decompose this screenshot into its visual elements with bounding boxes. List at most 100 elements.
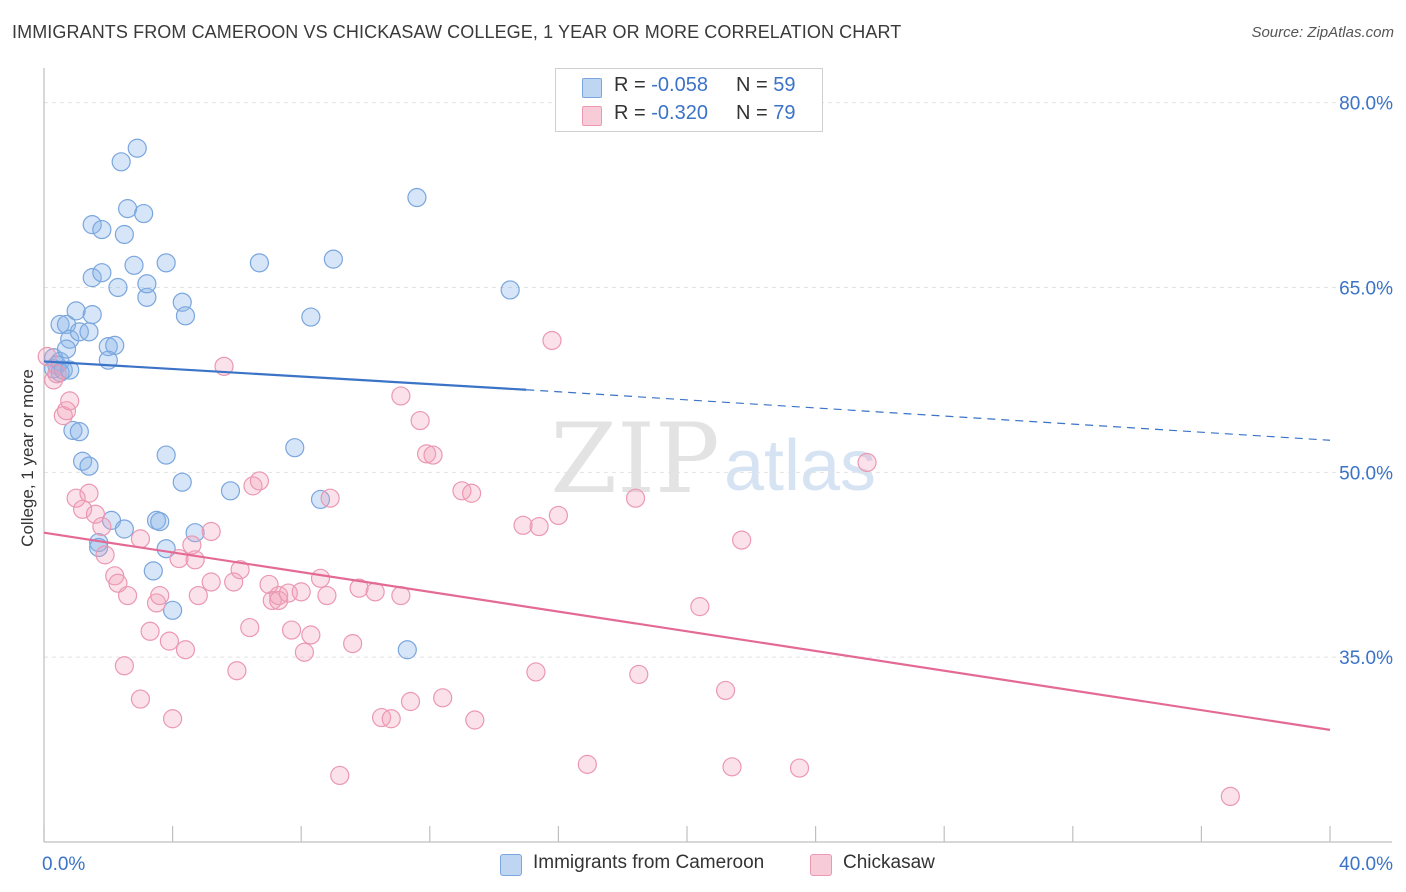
point-cameroon [156,445,176,465]
point-chickasaw [1220,786,1240,807]
bottom-legend-swatch-chickasaw [810,854,832,876]
point-cameroon [82,304,102,325]
point-chickasaw [175,640,196,660]
point-cameroon [82,268,102,288]
point-cameroon [175,306,196,326]
legend-n-text: N = 59 [736,74,796,96]
point-chickasaw [410,410,430,431]
point-chickasaw [371,707,392,728]
point-cameroon [397,640,417,660]
legend-n-text: N = 79 [736,102,796,124]
point-chickasaw [461,483,482,503]
point-chickasaw [294,642,315,662]
point-chickasaw [185,550,205,570]
point-chickasaw [60,391,80,411]
point-cameroon [249,253,270,273]
bottom-legend-label-cameroon: Immigrants from Cameroon [533,852,765,873]
point-cameroon [79,322,99,342]
point-cameroon [60,360,80,380]
point-cameroon [98,337,118,357]
point-cameroon [114,224,134,245]
bottom-legend-label-chickasaw: Chickasaw [843,852,935,873]
trendline-chickasaw [43,531,1331,731]
point-chickasaw [542,330,562,351]
point-cameroon [407,187,427,208]
legend-swatch-cameroon [582,78,602,98]
point-chickasaw [349,578,369,598]
point-chickasaw [243,476,263,496]
point-chickasaw [317,585,337,606]
point-cameroon [220,481,241,501]
point-chickasaw [301,625,321,645]
point-cameroon [500,280,520,300]
watermark-atlas: atlas [724,426,876,506]
point-chickasaw [391,386,411,406]
point-cameroon [56,339,77,359]
legend-r-text: R = -0.058 [614,74,708,96]
x-tick-label: 0.0% [42,854,85,875]
legend-swatch-chickasaw [582,106,602,126]
point-chickasaw [159,631,179,651]
point-chickasaw [85,504,106,524]
point-chickasaw [381,709,401,729]
point-chickasaw [117,585,138,606]
point-cameroon [63,420,83,441]
watermark-zip: ZIP [550,403,719,515]
point-chickasaw [259,574,279,595]
point-chickasaw [79,483,99,503]
point-cameroon [285,438,305,458]
point-cameroon [92,219,112,240]
point-cameroon [185,523,205,543]
point-cameroon [150,512,170,532]
point-chickasaw [690,597,710,617]
point-cameroon [79,456,99,476]
point-chickasaw [140,621,160,641]
point-chickasaw [310,568,331,588]
point-cameroon [92,263,112,283]
legend-r-text: R = -0.320 [614,102,708,124]
point-chickasaw [857,452,877,473]
point-cameroon [108,277,128,298]
point-cameroon [172,472,192,492]
point-chickasaw [526,662,546,682]
point-chickasaw [291,582,311,602]
legend-n-value-cameroon: 59 [773,74,796,96]
point-cameroon [50,314,70,335]
point-chickasaw [114,656,134,676]
point-chickasaw [416,444,437,464]
point-cameroon [66,301,86,321]
point-chickasaw [789,758,810,778]
point-chickasaw [320,488,340,508]
trendline-cameroon [43,360,527,391]
point-chickasaw [262,590,282,611]
point-chickasaw [715,680,736,701]
point-cameroon [146,510,167,530]
point-chickasaw [513,515,533,535]
point-cameroon [111,152,131,172]
point-chickasaw [240,617,260,638]
point-cameroon [89,537,109,558]
point-chickasaw [330,765,350,786]
point-chickasaw [230,560,250,580]
point-cameroon [134,203,154,224]
point-chickasaw [201,572,221,592]
point-chickasaw [629,664,649,685]
point-chickasaw [548,505,569,526]
point-cameroon [117,199,138,219]
bottom-legend-swatch-cameroon [500,854,522,876]
point-chickasaw [130,689,151,709]
point-chickasaw [182,535,202,555]
point-chickasaw [281,620,302,640]
legend-r-value-cameroon: -0.058 [651,74,708,96]
y-tick-label: 50.0% [1339,463,1393,484]
y-tick-label: 35.0% [1339,648,1393,669]
point-cameroon [82,215,102,235]
point-cameroon [301,307,321,327]
point-chickasaw [433,688,453,708]
point-chickasaw [400,691,421,712]
legend-n-value-chickasaw: 79 [773,102,796,124]
point-chickasaw [423,445,443,465]
point-cameroon [137,274,157,294]
point-cameroon [69,422,89,442]
